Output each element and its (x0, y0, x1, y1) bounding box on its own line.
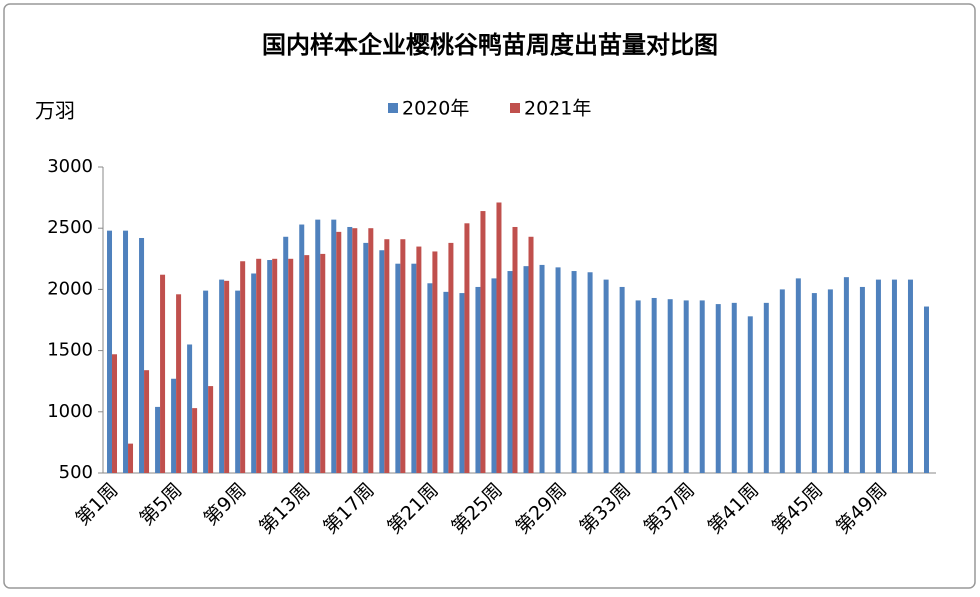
bar (400, 239, 406, 473)
bar (256, 258, 262, 473)
bar (304, 255, 310, 473)
bar (480, 211, 486, 473)
bar (603, 279, 609, 473)
bar (160, 274, 166, 473)
bar (448, 242, 454, 473)
bar (715, 304, 721, 473)
bar (107, 230, 113, 473)
bar (683, 300, 689, 473)
bar (144, 370, 150, 473)
bar (843, 277, 849, 473)
bar (923, 306, 929, 473)
bar (464, 223, 470, 473)
bar (283, 236, 289, 473)
bar (859, 286, 865, 473)
bar (491, 278, 497, 473)
bar (171, 378, 177, 473)
bar (416, 246, 422, 473)
y-tick-label: 2000 (47, 278, 93, 299)
bar (507, 271, 513, 473)
bar (763, 302, 769, 473)
y-tick-label: 3000 (47, 156, 93, 177)
bar (235, 290, 241, 473)
bar (112, 354, 118, 473)
bar (379, 250, 385, 473)
bar (432, 251, 438, 473)
bar (619, 286, 625, 473)
legend: 2020年 2021年 (388, 98, 591, 120)
bar (635, 300, 641, 473)
y-tick-label: 1500 (47, 340, 93, 361)
bar (651, 297, 657, 473)
bar (208, 386, 214, 473)
bar (731, 302, 737, 473)
bar (251, 273, 257, 473)
bar (192, 408, 198, 473)
bar (512, 226, 518, 473)
bar (555, 267, 561, 473)
bar (811, 293, 817, 473)
bar (336, 231, 342, 473)
bar (827, 289, 833, 473)
bar (587, 272, 593, 473)
chart-title: 国内样本企业樱桃谷鸭苗周度出苗量对比图 (262, 31, 718, 59)
bar (427, 283, 433, 473)
y-axis-label: 万羽 (35, 99, 75, 123)
bar (267, 260, 273, 473)
bar (571, 271, 577, 473)
legend-label: 2020年 (402, 98, 469, 120)
bar (240, 261, 246, 473)
bar (667, 299, 673, 473)
bar (203, 290, 209, 473)
bar (443, 291, 449, 473)
legend-swatch (510, 103, 520, 113)
bar (139, 237, 145, 473)
bar (368, 228, 374, 473)
bar (907, 279, 913, 473)
bar (528, 236, 534, 473)
bar (272, 258, 278, 473)
bar (123, 230, 129, 473)
bar (411, 263, 417, 473)
bar (347, 226, 353, 473)
bar (224, 280, 230, 473)
y-tick-label: 500 (59, 462, 93, 483)
bar (779, 289, 785, 473)
bar (747, 316, 753, 473)
y-tick-label: 1000 (47, 401, 93, 422)
bar (128, 443, 134, 473)
bar (352, 228, 358, 473)
bar (320, 253, 326, 473)
y-tick-label: 2500 (47, 217, 93, 238)
bar (496, 202, 502, 473)
bar (699, 300, 705, 473)
bar (539, 264, 545, 473)
bar (795, 278, 801, 473)
bar (523, 266, 529, 473)
bar (459, 293, 465, 473)
bar (891, 279, 897, 473)
bar (176, 294, 182, 473)
bar (475, 286, 481, 473)
bar (187, 344, 193, 473)
bar (875, 279, 881, 473)
bar (299, 224, 305, 473)
bar (315, 219, 321, 473)
bar (331, 219, 337, 473)
bar (288, 258, 294, 473)
bar (395, 263, 401, 473)
bar (219, 279, 225, 473)
legend-swatch (388, 103, 398, 113)
bar (155, 406, 161, 473)
bar (363, 242, 369, 473)
legend-label: 2021年 (524, 98, 591, 120)
bar (384, 239, 390, 473)
